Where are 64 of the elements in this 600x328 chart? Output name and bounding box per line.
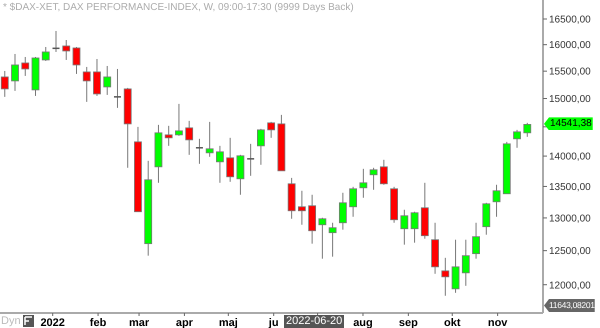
x-tick-label: okt <box>444 316 461 328</box>
y-tick-label: 13000,00 <box>549 213 592 224</box>
x-tick-label: apr <box>176 316 194 328</box>
text: 11643,08201 <box>544 299 595 312</box>
x-tick-label: sep <box>398 316 418 328</box>
candlestick <box>216 145 224 184</box>
x-tick-label: maj <box>218 316 238 328</box>
candlestick <box>93 58 101 96</box>
chart-title: * $DAX-XET, DAX PERFORMANCE-INDEX, W, 09:00-17:30 (9999 Days Back) <box>3 2 354 13</box>
text: Dyn <box>1 315 21 328</box>
candlestick <box>206 121 214 158</box>
candlestick <box>492 184 500 218</box>
candlestick <box>195 138 204 164</box>
x-tick-label: mar <box>128 316 150 328</box>
candlestick <box>72 46 80 74</box>
candlestick <box>523 122 532 138</box>
candlestick <box>482 202 490 236</box>
candlestick <box>164 125 173 146</box>
candlestick <box>42 46 50 62</box>
y-tick-label: 15000,00 <box>549 94 592 106</box>
x-tick-label: 2022 <box>40 316 65 328</box>
candlestick <box>11 53 19 92</box>
text: 2022-06-20 <box>284 315 344 328</box>
candlestick <box>226 137 234 182</box>
x-tick-label: feb <box>90 316 107 328</box>
candlestick <box>462 239 470 286</box>
candlestick <box>236 154 244 196</box>
candlestick <box>21 56 30 76</box>
y-tick-label: 13500,00 <box>549 182 592 193</box>
candlestick <box>370 167 378 190</box>
text: 14541,38 <box>544 117 593 130</box>
candlestick <box>175 103 183 136</box>
candlestick <box>257 128 265 166</box>
candlestick <box>452 239 460 294</box>
y-tick-label: 14000,00 <box>549 152 592 163</box>
candlestick <box>318 217 326 260</box>
y-tick-label: 12000,00 <box>549 280 592 292</box>
candlestick <box>113 68 122 108</box>
candlestick <box>185 120 194 156</box>
x-tick-label: ju <box>268 316 279 328</box>
candlestick <box>359 168 368 198</box>
x-tick-label: aug <box>353 316 373 328</box>
candlestick <box>298 190 306 226</box>
candlestick <box>513 129 521 148</box>
candlestick <box>0 70 9 98</box>
candlestick <box>62 39 70 60</box>
y-tick-label: 16000,00 <box>549 40 592 52</box>
y-tick-label: 16500,00 <box>549 14 592 26</box>
y-tick-label: 12500,00 <box>549 246 592 258</box>
candlestick <box>246 143 255 176</box>
candlestick <box>328 222 337 258</box>
candlestick <box>103 65 112 96</box>
candlestick <box>52 30 60 52</box>
candlestick <box>349 186 358 218</box>
x-tick-label: nov <box>488 316 508 328</box>
y-tick-label: 15500,00 <box>549 66 592 78</box>
candlestick <box>400 209 408 246</box>
candlestick <box>82 66 91 102</box>
candlestick <box>472 222 480 260</box>
candlestick <box>410 211 418 244</box>
candlestick <box>267 121 276 138</box>
candlestick <box>441 257 450 296</box>
candlestick <box>380 159 388 186</box>
candlestick <box>338 192 347 230</box>
